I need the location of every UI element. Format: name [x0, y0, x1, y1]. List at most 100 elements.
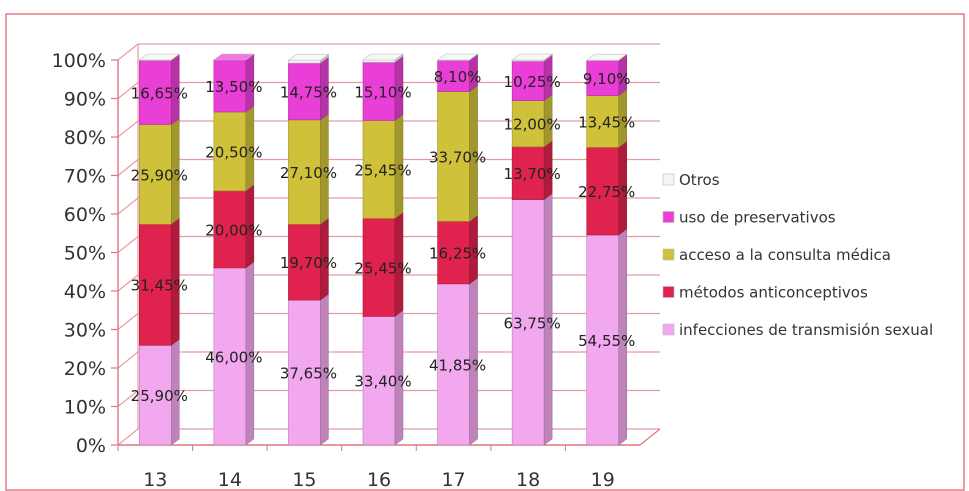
bar-top [585, 53, 628, 61]
data-label: 13,50% [205, 78, 262, 96]
legend: Otros uso de preservativos acceso a la con… [662, 171, 933, 339]
gridline-side [117, 82, 139, 99]
data-label: 31,45% [131, 277, 188, 295]
bar-top [287, 53, 330, 61]
legend-swatch [662, 323, 675, 336]
x-tick-label: 19 [591, 469, 615, 491]
gridline-side [117, 390, 139, 407]
legend-swatch [662, 211, 675, 223]
bar-segment [288, 113, 329, 225]
legend-label: acceso a la consulta médica [679, 246, 891, 264]
y-tick-label: 0% [76, 435, 106, 457]
data-label: 9,10% [583, 70, 631, 88]
data-label: 22,75% [578, 183, 635, 201]
gridline-side [117, 274, 139, 292]
bar-segment [362, 55, 404, 121]
data-label: 8,10% [434, 68, 482, 86]
gridline-side [117, 428, 139, 446]
data-label: 27,10% [280, 164, 337, 182]
bar-segment [511, 140, 553, 201]
data-label: 25,45% [354, 259, 411, 277]
legend-swatch [662, 173, 675, 186]
bar-segment [362, 211, 404, 317]
bar-segment [511, 193, 553, 446]
bar-segment [288, 56, 329, 121]
legend-entry: métodos anticonceptivos [662, 284, 868, 302]
data-label: 19,70% [280, 254, 337, 272]
bar-segment [288, 293, 329, 446]
x-tick-label: 13 [143, 469, 167, 491]
bar-top [212, 53, 255, 61]
bar-segment [437, 214, 478, 285]
legend-swatch [662, 248, 675, 261]
data-label: 41,85% [429, 356, 486, 374]
bar-top [436, 53, 479, 61]
bar-top [362, 53, 404, 61]
data-label: 14,75% [280, 83, 337, 101]
y-tick-label: 40% [64, 281, 106, 303]
data-label: 10,25% [504, 73, 561, 91]
data-label: 37,65% [280, 365, 337, 383]
bar-segment [586, 228, 627, 446]
bar-segment [437, 277, 478, 446]
bar-segment [362, 113, 404, 219]
data-label: 33,70% [429, 148, 486, 166]
data-label: 15,10% [354, 83, 411, 101]
data-label: 20,00% [205, 221, 262, 239]
data-label: 46,00% [205, 348, 262, 366]
data-label: 54,55% [578, 332, 635, 350]
data-labels: 25,90% 31,45% 25,90% 16,65% 46,00% 20,00% 20,5… [131, 68, 636, 405]
legend-label: uso de preservativos [679, 209, 836, 227]
bar-top [138, 53, 181, 61]
data-label: 20,50% [205, 143, 262, 161]
legend-entry: acceso a la consulta médica [662, 246, 891, 264]
data-label: 12,00% [504, 116, 561, 134]
data-label: 25,45% [354, 161, 411, 179]
bar-segment [213, 105, 255, 192]
gridline-side [117, 159, 139, 176]
x-axis-ticks: 13 14 15 16 17 18 19 [117, 445, 615, 491]
data-label: 13,70% [504, 165, 561, 183]
floor-edge [639, 428, 661, 446]
y-tick-label: 20% [64, 358, 106, 380]
y-tick-label: 90% [64, 89, 106, 111]
bars [138, 53, 628, 446]
legend-swatch [662, 286, 675, 298]
data-label: 63,75% [504, 314, 561, 332]
legend-label: Otros [679, 171, 720, 189]
bar-segment [138, 338, 180, 446]
y-tick-label: 60% [64, 204, 106, 226]
data-label: 33,40% [354, 373, 411, 391]
bar-segment [213, 261, 255, 446]
bar-segment [138, 217, 180, 346]
legend-entry: infecciones de transmisión sexual [662, 321, 933, 339]
gridline-side [117, 236, 139, 253]
bar-segment [586, 54, 627, 97]
legend-entry: uso de preservativos [662, 209, 836, 227]
x-tick-label: 16 [367, 469, 391, 491]
gridline-side [117, 351, 139, 369]
bar-segment [511, 54, 553, 102]
gridline-side [117, 313, 139, 330]
data-label: 25,90% [131, 166, 188, 184]
bar-segment [213, 53, 255, 113]
y-tick-label: 70% [64, 166, 106, 188]
legend-entry: Otros [662, 171, 720, 189]
x-tick-label: 15 [292, 469, 316, 491]
y-tick-label: 10% [64, 397, 106, 419]
bar-top [511, 53, 554, 61]
data-label: 16,25% [429, 245, 486, 263]
y-tick-label: 80% [64, 127, 106, 149]
data-label: 13,45% [578, 114, 635, 132]
y-tick-label: 100% [52, 50, 106, 72]
data-label: 25,90% [131, 387, 188, 405]
x-tick-label: 18 [516, 469, 540, 491]
x-tick-label: 14 [218, 469, 242, 491]
legend-label: métodos anticonceptivos [679, 284, 868, 302]
bar-segment [362, 309, 404, 446]
y-tick-label: 50% [64, 243, 106, 265]
bar-segment [138, 117, 180, 225]
gridline-side [117, 197, 139, 215]
y-tick-label: 30% [64, 320, 106, 342]
